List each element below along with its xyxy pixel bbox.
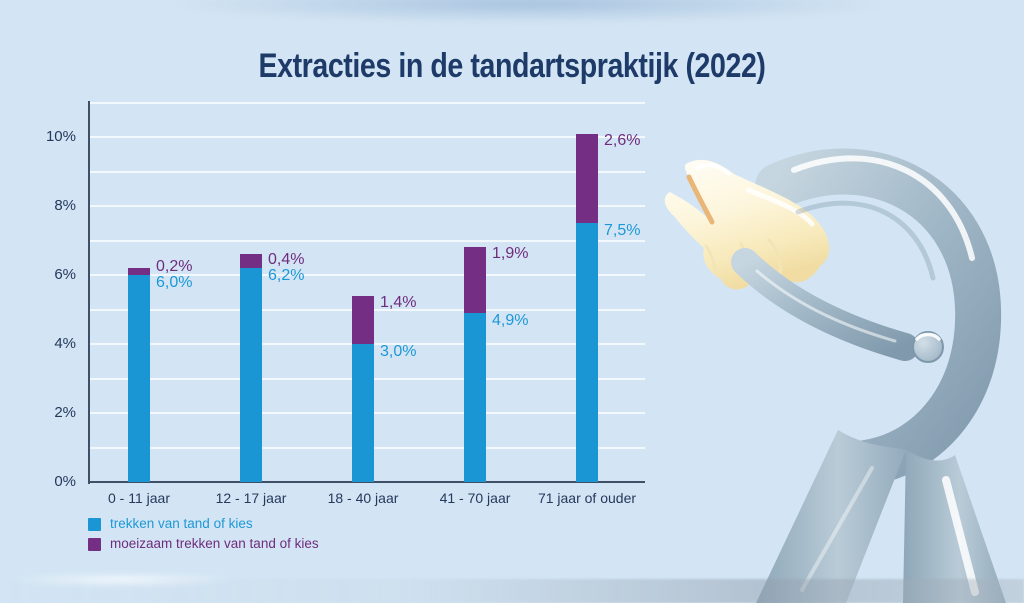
value-label-trekken: 6,2%: [268, 267, 305, 285]
gridline: [88, 136, 645, 138]
x-axis-label: 18 - 40 jaar: [327, 490, 399, 506]
y-tick-label: 2%: [54, 404, 76, 421]
x-axis-label: 0 - 11 jaar: [108, 490, 170, 506]
bar-segment-moeizaam: [240, 254, 262, 269]
top-shadow: [170, 0, 890, 24]
y-tick-label: 8%: [54, 197, 76, 214]
y-tick-label: 4%: [54, 335, 76, 352]
value-label-trekken: 4,9%: [492, 311, 529, 329]
gridline: [88, 170, 645, 173]
bar-segment-trekken: [464, 312, 486, 482]
bar-segment-trekken: [240, 268, 262, 482]
value-label-moeizaam: 1,9%: [492, 245, 529, 263]
value-label-trekken: 7,5%: [604, 222, 641, 240]
legend-label-trekken: trekken van tand of kies: [110, 516, 253, 531]
x-axis-label: 71 jaar of ouder: [537, 490, 637, 506]
value-label-trekken: 6,0%: [156, 274, 193, 291]
x-axis-line: [88, 481, 645, 483]
bar-segment-trekken: [128, 275, 150, 482]
y-axis-line: [88, 101, 90, 484]
y-tick-label: 6%: [54, 266, 76, 283]
bottom-shadow-band: [0, 579, 1024, 603]
value-label-moeizaam: 0,2%: [156, 258, 193, 275]
bar-segment-moeizaam: [352, 295, 374, 344]
x-axis-label: 12 - 17 jaar: [215, 490, 287, 506]
value-label-moeizaam: 0,4%: [268, 251, 305, 269]
x-axis-label: 41 - 70 jaar: [439, 490, 511, 506]
gridline: [88, 274, 645, 276]
legend-swatch-blue: [88, 517, 101, 531]
gridline: [88, 239, 645, 242]
gridline: [88, 205, 645, 207]
gridline: [88, 101, 645, 104]
legend-label-moeizaam: moeizaam trekken van tand of kies: [110, 536, 319, 551]
value-label-trekken: 3,0%: [380, 343, 417, 360]
bar-segment-moeizaam: [464, 247, 486, 313]
value-label-moeizaam: 2,6%: [604, 131, 641, 149]
bar-segment-moeizaam: [576, 133, 598, 224]
bar-segment-moeizaam: [128, 268, 150, 275]
page-title: Extracties in de tandartspraktijk (2022): [258, 47, 766, 85]
legend-swatch-purple: [88, 537, 101, 551]
value-label-moeizaam: 1,4%: [380, 293, 417, 311]
legend-item-trekken: trekken van tand of kies: [88, 517, 319, 531]
bar-segment-trekken: [352, 344, 374, 482]
y-tick-label: 0%: [54, 473, 76, 490]
legend-item-moeizaam: moeizaam trekken van tand of kies: [88, 537, 319, 551]
bar-segment-trekken: [576, 223, 598, 482]
y-tick-label: 10%: [45, 128, 76, 145]
legend: trekken van tand of kies moeizaam trekke…: [88, 517, 319, 551]
